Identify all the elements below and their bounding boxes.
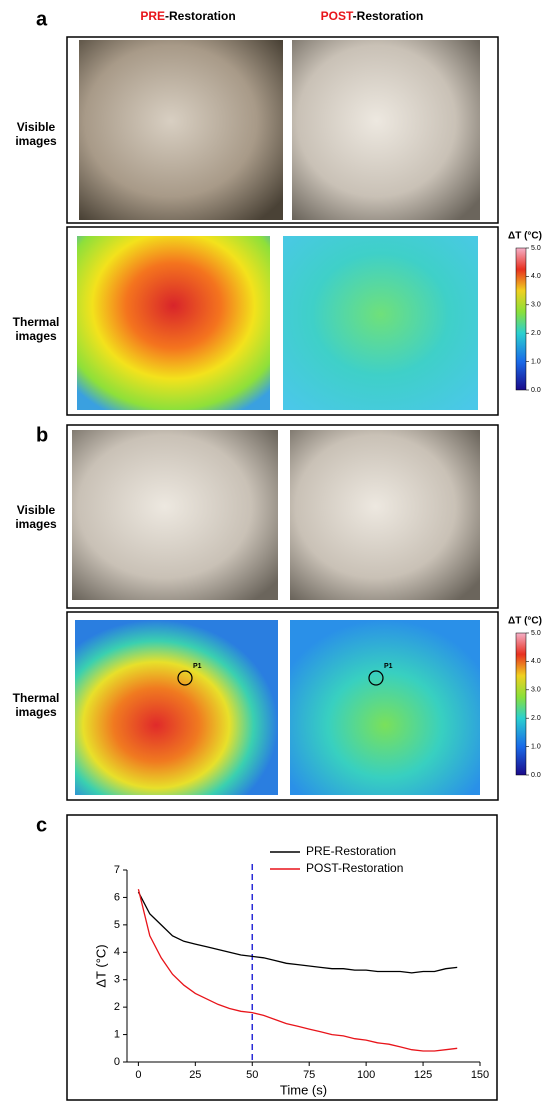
colorbar-tick-label: 0.0 [531,772,541,779]
x-tick-label: 125 [414,1069,432,1081]
colorbar [516,633,526,775]
panel-frame [67,815,497,1100]
column-header: PRE-Restoration [140,9,235,23]
x-tick-label: 25 [189,1069,201,1081]
column-header: POST-Restoration [321,9,424,23]
colorbar-tick-label: 5.0 [531,245,541,252]
colorbar-tick-label: 0.0 [531,387,541,394]
visible-image [79,40,283,220]
x-tick-label: 50 [246,1069,258,1081]
x-tick-label: 100 [357,1069,375,1081]
y-tick-label: 3 [114,974,120,986]
visible-image [72,430,278,600]
thermal-image [283,236,478,410]
y-axis-label: ΔT (°C) [93,944,108,987]
row-label: images [15,705,57,719]
data-line [138,892,457,973]
header-rest: -Restoration [165,9,236,23]
y-tick-label: 2 [114,1001,120,1013]
thermal-image [75,620,278,795]
visible-image [292,40,480,220]
colorbar-tick-label: 2.0 [531,330,541,337]
row-label: Visible [17,120,56,134]
y-tick-label: 7 [114,864,120,876]
legend-label: PRE-Restoration [306,844,396,858]
colorbar-tick-label: 3.0 [531,687,541,694]
colorbar-tick-label: 4.0 [531,658,541,665]
colorbar-tick-label: 1.0 [531,358,541,365]
point-label: P1 [193,663,202,670]
figure: P1 P1 PRE-RestorationPOST-Restorationabc… [0,0,553,1107]
thermal-image [290,620,480,795]
colorbar-tick-label: 1.0 [531,743,541,750]
header-highlight: PRE [140,9,165,23]
header-rest: -Restoration [353,9,424,23]
colorbar-label: ΔT (°C) [508,231,542,242]
row-label: images [15,517,57,531]
row-label: images [15,134,57,148]
y-tick-label: 4 [114,946,120,958]
header-highlight: POST [321,9,354,23]
row-label: Thermal [13,315,60,329]
x-tick-label: 0 [135,1069,141,1081]
y-tick-label: 5 [114,919,120,931]
colorbar-label: ΔT (°C) [508,616,542,627]
colorbar-tick-label: 4.0 [531,273,541,280]
visible-image [290,430,480,600]
row-label: Visible [17,503,56,517]
colorbar-tick-label: 5.0 [531,630,541,637]
point-label: P1 [384,663,393,670]
panel-label: b [36,424,48,446]
panel-label: a [36,8,48,30]
x-tick-label: 75 [303,1069,315,1081]
row-label: images [15,329,57,343]
y-tick-label: 1 [114,1028,120,1040]
x-tick-label: 150 [471,1069,489,1081]
thermal-image [77,236,270,410]
colorbar-tick-label: 3.0 [531,302,541,309]
colorbar-tick-label: 2.0 [531,715,541,722]
y-tick-label: 6 [114,891,120,903]
panel-label: c [36,814,47,836]
y-tick-label: 0 [114,1056,120,1068]
x-axis-label: Time (s) [280,1082,327,1097]
row-label: Thermal [13,691,60,705]
colorbar [516,248,526,390]
legend-label: POST-Restoration [306,861,403,875]
data-line [138,889,457,1051]
